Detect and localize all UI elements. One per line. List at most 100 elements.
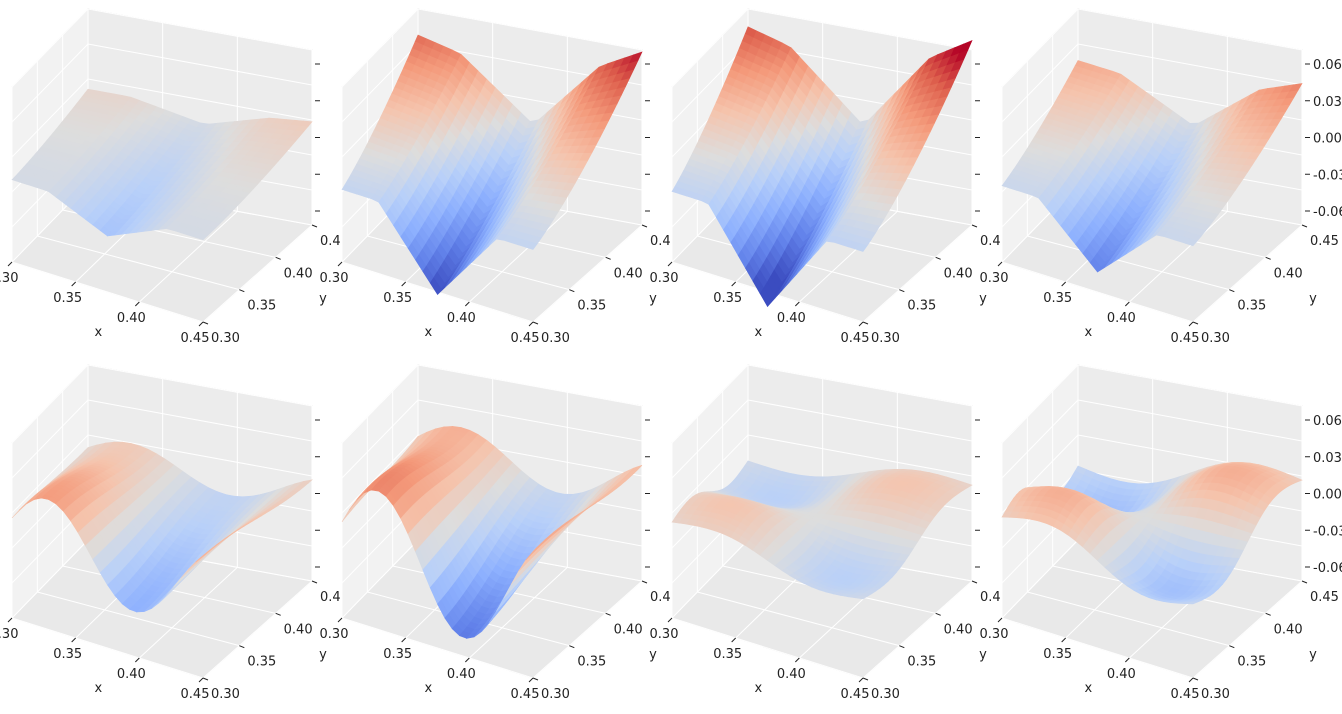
x-tick-label: 0.35 (713, 291, 742, 306)
x-tick-mark (667, 261, 673, 267)
grid-line (202, 580, 313, 679)
y-tick-mark (1301, 224, 1308, 228)
x-tick-mark (198, 677, 204, 683)
x-tick-mark (7, 261, 13, 267)
y-tick-label: 0.40 (944, 266, 973, 281)
y-tick-label: 0.35 (907, 299, 936, 314)
grid-line (202, 224, 313, 323)
grid-line (862, 580, 973, 679)
y-tick-mark (605, 256, 611, 260)
grid-line (468, 566, 568, 659)
y-tick-mark (1229, 289, 1235, 293)
grid-line (1077, 8, 1303, 51)
y-axis-label: y (319, 648, 327, 663)
x-tick-mark (464, 657, 470, 663)
grid-line (697, 591, 900, 647)
y-tick-mark (275, 256, 281, 260)
surface (671, 460, 973, 600)
y-tick-mark (202, 677, 209, 681)
x-tick-mark (1124, 301, 1130, 307)
grid-line (341, 617, 534, 679)
grid-line (671, 8, 749, 88)
x-tick-mark (794, 301, 800, 307)
x-tick-label: 0.30 (320, 627, 349, 642)
x-tick-mark (401, 637, 407, 643)
x-tick-mark (464, 301, 470, 307)
grid-line (532, 224, 643, 323)
surface (1001, 60, 1303, 273)
y-tick-label: 0.45 (1310, 234, 1339, 249)
x-tick-mark (1188, 321, 1194, 327)
grid-line (11, 78, 89, 158)
x-tick-label: 0.40 (447, 311, 476, 326)
y-tick-mark (1265, 256, 1271, 260)
grid-line (747, 364, 973, 407)
x-axis-label: x (95, 681, 103, 696)
y-tick-mark (239, 289, 245, 293)
z-tick-label: 0.06 (1313, 58, 1342, 73)
y-axis-label: y (649, 648, 657, 663)
x-tick-label: 0.30 (320, 271, 349, 286)
grid-line (671, 364, 749, 444)
grid-line (1001, 8, 1079, 88)
y-tick-mark (532, 677, 539, 681)
surface (341, 425, 643, 639)
grid-line (87, 434, 313, 477)
y-axis-label: y (649, 292, 657, 307)
x-tick-label: 0.30 (980, 271, 1009, 286)
y-tick-label: 0.35 (247, 299, 276, 314)
x-tick-label: 0.45 (1171, 331, 1200, 346)
chart-panel-4: 0.300.350.400.45 0.300.350.400.45xy0.060.… (980, 8, 1342, 346)
x-tick-label: 0.30 (0, 627, 18, 642)
y-tick-mark (862, 321, 869, 325)
x-tick-label: 0.40 (117, 667, 146, 682)
grid-line (138, 210, 238, 303)
y-tick-label: 0.40 (284, 266, 313, 281)
x-tick-mark (134, 657, 140, 663)
grid-line (532, 580, 643, 679)
surface-facet (525, 546, 538, 561)
x-tick-label: 0.35 (383, 291, 412, 306)
grid-line (341, 539, 419, 619)
x-tick-mark (71, 281, 77, 287)
x-tick-mark (337, 261, 343, 267)
y-tick-mark (569, 645, 575, 649)
z-tick-label: 0.00 (1313, 132, 1342, 147)
x-tick-mark (997, 261, 1003, 267)
grid-line (417, 364, 643, 407)
x-tick-mark (134, 301, 140, 307)
grid-line (747, 8, 973, 51)
grid-line (1128, 210, 1228, 303)
x-tick-label: 0.30 (0, 271, 18, 286)
z-tick-label: 0.03 (1313, 95, 1342, 110)
y-tick-mark (532, 321, 539, 325)
grid-line (417, 399, 643, 442)
y-tick-mark (569, 289, 575, 293)
surface (11, 441, 314, 613)
grid-line (11, 43, 89, 123)
y-tick-label: 0.30 (1201, 331, 1230, 346)
x-tick-mark (731, 281, 737, 287)
grid-line (671, 617, 864, 679)
surface-facet (855, 243, 868, 252)
grid-line (11, 261, 204, 323)
x-tick-label: 0.45 (511, 687, 540, 702)
y-tick-mark (641, 224, 648, 228)
y-tick-mark (311, 224, 318, 228)
y-tick-label: 0.30 (211, 331, 240, 346)
x-tick-label: 0.45 (511, 331, 540, 346)
surface-facet (1185, 238, 1198, 247)
y-tick-mark (605, 612, 611, 616)
x-tick-mark (528, 321, 534, 327)
x-axis-label: x (1085, 325, 1093, 340)
y-tick-mark (239, 645, 245, 649)
grid-line (11, 539, 89, 619)
grid-line (37, 591, 240, 647)
z-tick-label: -0.06 (1313, 205, 1342, 220)
grid-line (671, 434, 749, 514)
